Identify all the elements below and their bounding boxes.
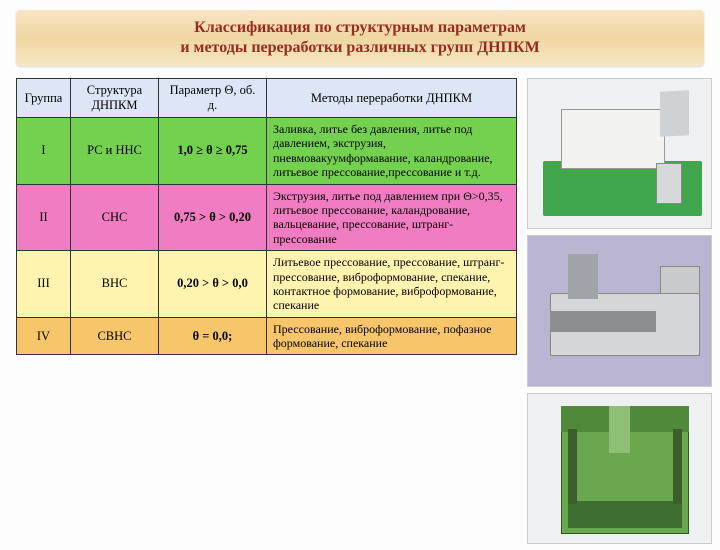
table-header-row: Группа Структура ДНПКМ Параметр Θ, об. д…: [17, 79, 517, 118]
cell-group: I: [17, 118, 71, 185]
control-panel-icon: [656, 163, 682, 205]
cell-param: 1,0 ≥ θ ≥ 0,75: [159, 118, 267, 185]
table-row: IРС и ННС1,0 ≥ θ ≥ 0,75Заливка, литье бе…: [17, 118, 517, 185]
col-methods: Методы переработки ДНПКМ: [267, 79, 517, 118]
cell-struct: СВНС: [71, 317, 159, 355]
machine-image-1: [527, 78, 712, 229]
content-area: Группа Структура ДНПКМ Параметр Θ, об. д…: [16, 78, 712, 544]
cell-group: II: [17, 184, 71, 251]
press-column-icon: [568, 429, 577, 504]
press-cylinder-icon: [609, 406, 631, 454]
col-param: Параметр Θ, об. д.: [159, 79, 267, 118]
cell-param: 0,75 > θ > 0,20: [159, 184, 267, 251]
cell-methods: Прессование, виброформование, пофазное ф…: [267, 317, 517, 355]
press-bed-icon: [568, 501, 681, 528]
machine-unit-icon: [561, 109, 665, 169]
table-row: IIIВНС0,20 > θ > 0,0Литьевое прессование…: [17, 251, 517, 318]
title-line-2: и методы переработки различных групп ДНП…: [180, 39, 539, 56]
classification-table: Группа Структура ДНПКМ Параметр Θ, об. д…: [16, 78, 517, 355]
table-row: IIСНС0,75 > θ > 0,20Экструзия, литье под…: [17, 184, 517, 251]
cell-methods: Литьевое прессование, прессование, штран…: [267, 251, 517, 318]
barrel-icon: [550, 311, 656, 332]
image-column: [517, 78, 712, 544]
cell-struct: СНС: [71, 184, 159, 251]
cell-group: IV: [17, 317, 71, 355]
slide-title: Классификация по структурным параметрам …: [16, 10, 704, 66]
cell-param: 0,20 > θ > 0,0: [159, 251, 267, 318]
classification-table-wrap: Группа Структура ДНПКМ Параметр Θ, об. д…: [16, 78, 517, 544]
machine-image-3: [527, 393, 712, 544]
machine-image-2: [527, 235, 712, 386]
cell-group: III: [17, 251, 71, 318]
cell-struct: РС и ННС: [71, 118, 159, 185]
cell-methods: Экструзия, литье под давлением при Θ>0,3…: [267, 184, 517, 251]
cell-methods: Заливка, литье без давления, литье под д…: [267, 118, 517, 185]
col-struct: Структура ДНПКМ: [71, 79, 159, 118]
cell-struct: ВНС: [71, 251, 159, 318]
hopper-icon: [568, 254, 597, 299]
cell-param: θ = 0,0;: [159, 317, 267, 355]
hopper-icon: [660, 90, 689, 136]
table-row: IVСВНСθ = 0,0;Прессование, виброформован…: [17, 317, 517, 355]
col-group: Группа: [17, 79, 71, 118]
title-line-1: Классификация по структурным параметрам: [194, 19, 526, 36]
press-column-icon: [673, 429, 682, 504]
